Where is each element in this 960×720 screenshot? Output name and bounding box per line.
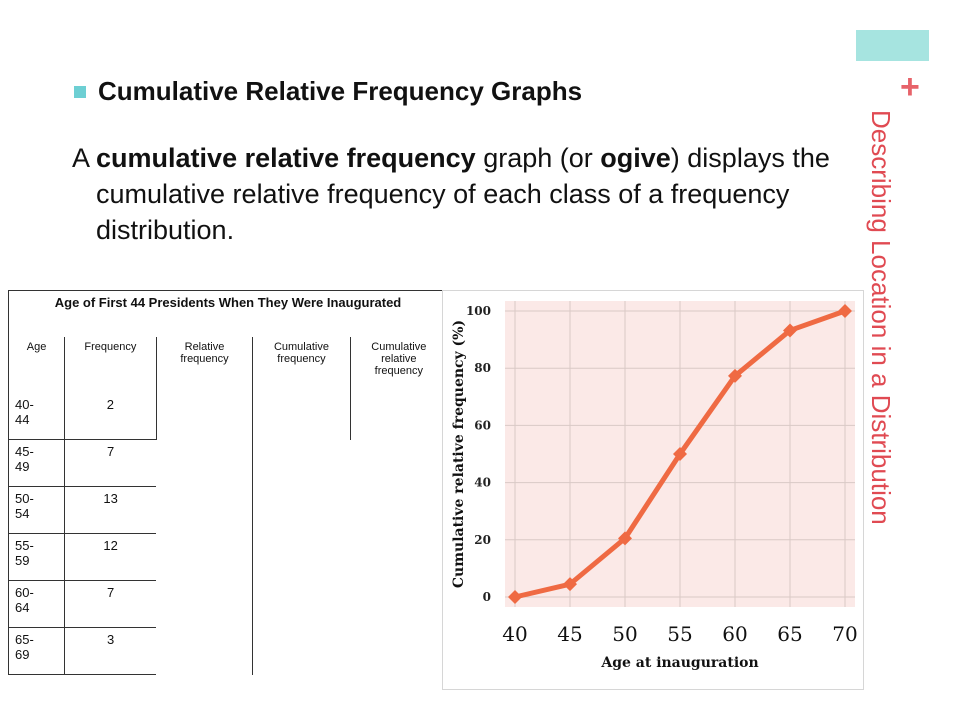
- cell-cumulative-frequency: [252, 533, 351, 581]
- series-markers: [508, 304, 852, 604]
- data-point: [783, 323, 797, 338]
- header-frequency: Frequency: [64, 337, 157, 393]
- y-tick-label: 0: [483, 590, 491, 604]
- cell-frequency: 13: [64, 486, 157, 534]
- y-tick-label: 100: [466, 304, 491, 318]
- cell-cumulative-relative-frequency: [350, 440, 447, 487]
- cell-age: 50- 54: [7, 486, 65, 534]
- para-mid: graph (or: [475, 143, 601, 173]
- cell-age: 60- 64: [7, 580, 65, 628]
- table-caption: Age of First 44 Presidents When They Wer…: [8, 290, 448, 337]
- cell-relative-frequency: [155, 393, 253, 440]
- x-tick-label: 45: [557, 622, 582, 646]
- header-cumulative-frequency: Cumulative frequency: [252, 337, 351, 393]
- cell-cumulative-relative-frequency: [350, 487, 447, 534]
- data-point: [563, 577, 577, 592]
- data-point: [838, 304, 852, 318]
- header-cumulative-relative-frequency: Cumulative relative frequency: [349, 337, 449, 393]
- x-tick-label: 50: [612, 622, 637, 646]
- data-point: [618, 531, 632, 546]
- x-tick-label: 70: [832, 622, 857, 646]
- x-tick-label: 40: [502, 622, 527, 646]
- table-header-row: Age Frequency Relative frequency Cumulat…: [7, 337, 449, 393]
- definition-paragraph: A cumulative relative frequency graph (o…: [72, 140, 846, 248]
- cell-cumulative-frequency: [252, 580, 351, 628]
- heading-row: Cumulative Relative Frequency Graphs: [74, 76, 582, 107]
- table-row: 45- 49 7: [7, 439, 448, 487]
- para-term: cumulative relative frequency: [96, 143, 476, 173]
- frequency-table: Age of First 44 Presidents When They Wer…: [7, 290, 449, 675]
- table-row: 60- 64 7: [7, 580, 448, 628]
- x-tick-label: 55: [667, 622, 692, 646]
- bullet-square-icon: [74, 85, 86, 98]
- slide-heading: Cumulative Relative Frequency Graphs: [98, 76, 583, 106]
- cell-age: 45- 49: [7, 439, 65, 487]
- table-row: 65- 69 3: [7, 627, 448, 675]
- cell-cumulative-frequency: [252, 627, 351, 675]
- x-axis-label: Age at inauguration: [600, 655, 758, 671]
- cell-frequency: 12: [64, 533, 157, 581]
- y-tick-label: 20: [474, 533, 491, 547]
- y-tick-label: 60: [474, 418, 491, 432]
- cell-relative-frequency: [156, 628, 253, 675]
- cell-age: 55- 59: [7, 533, 65, 581]
- x-tick-label: 60: [722, 622, 747, 646]
- ogive-chart-svg: 0 20 40 60 80 100 40 45 50 55 60 65 70 Cumulative re…: [451, 301, 858, 671]
- cell-frequency: 7: [64, 580, 157, 628]
- cell-relative-frequency: [156, 534, 253, 581]
- data-point: [508, 590, 522, 604]
- cell-cumulative-relative-frequency: [350, 581, 447, 628]
- table-row: 40- 44 2: [7, 393, 448, 440]
- cell-relative-frequency: [156, 487, 253, 534]
- y-tick-label: 80: [474, 361, 491, 375]
- axes: 0 20 40 60 80 100 40 45 50 55 60 65 70: [466, 304, 858, 646]
- para-tail: ) displays the cumulative relative frequ…: [96, 143, 830, 245]
- data-point: [728, 368, 742, 383]
- y-tick-label: 40: [474, 476, 491, 490]
- cell-relative-frequency: [156, 581, 253, 628]
- table-row: 55- 59 12: [7, 533, 448, 581]
- para-term2: ogive: [600, 143, 671, 173]
- x-tick-label: 65: [777, 622, 802, 646]
- cell-relative-frequency: [156, 440, 253, 487]
- grid-lines: [505, 301, 855, 607]
- data-point: [673, 447, 687, 461]
- cell-frequency: 3: [64, 627, 157, 675]
- cell-frequency: 2: [64, 393, 157, 440]
- para-lead: A: [72, 143, 97, 173]
- cell-cumulative-relative-frequency: [349, 393, 448, 440]
- header-age: Age: [7, 337, 65, 393]
- accent-bar: [856, 30, 929, 61]
- y-axis-label: Cumulative relative frequency (%): [451, 320, 467, 588]
- cell-age: 65- 69: [7, 627, 65, 675]
- cell-cumulative-relative-frequency: [350, 628, 447, 675]
- ogive-chart: 0 20 40 60 80 100 40 45 50 55 60 65 70 Cumulative re…: [442, 290, 864, 690]
- section-title: Describing Location in a Distribution: [866, 110, 896, 525]
- header-relative-frequency: Relative frequency: [155, 337, 253, 393]
- plus-icon: +: [900, 68, 920, 106]
- cell-age: 40- 44: [7, 393, 65, 440]
- table-row: 50- 54 13: [7, 486, 448, 534]
- cell-frequency: 7: [64, 439, 157, 487]
- cell-cumulative-frequency: [252, 393, 351, 440]
- cell-cumulative-frequency: [252, 439, 351, 487]
- cell-cumulative-frequency: [252, 486, 351, 534]
- cell-cumulative-relative-frequency: [350, 534, 447, 581]
